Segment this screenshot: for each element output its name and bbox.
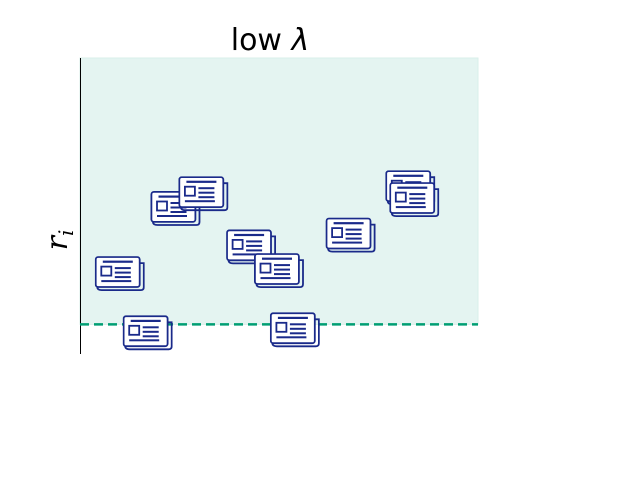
newspaper-icon	[389, 182, 440, 218]
newspaper-icon	[269, 312, 320, 348]
title-lambda: λ	[290, 23, 310, 58]
y-axis-label: ri	[40, 230, 78, 251]
newspaper-icon	[178, 176, 229, 212]
ylabel-subscript: i	[54, 230, 78, 236]
newspaper-icon	[254, 253, 304, 289]
chart-title: low λ	[231, 23, 310, 58]
newspaper-icon	[122, 315, 173, 351]
newspaper-icon	[94, 256, 145, 292]
title-prefix: low	[231, 23, 292, 58]
ylabel-base: r	[40, 234, 75, 250]
newspaper-icon	[325, 217, 376, 253]
